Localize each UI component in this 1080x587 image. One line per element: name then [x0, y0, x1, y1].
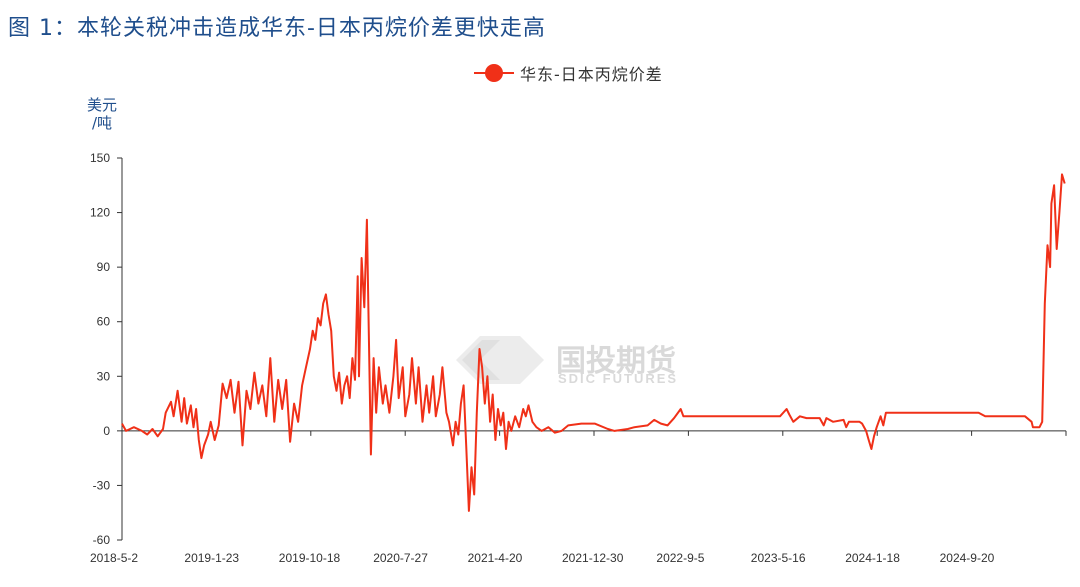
y-tick-label: 120 [90, 206, 110, 220]
watermark-cn: 国投期货 [556, 344, 676, 379]
y-axis-unit: 美元 /吨 [80, 96, 124, 132]
y-tick-label: 30 [97, 369, 111, 383]
y-tick-label: 150 [90, 151, 110, 165]
x-tick-label: 2021-12-30 [562, 551, 624, 565]
y-tick-label: 60 [97, 315, 111, 329]
y-tick-label: -30 [93, 478, 111, 492]
y-tick-label: 0 [103, 424, 110, 438]
watermark-en: SDIC FUTURES [558, 371, 678, 386]
x-tick-label: 2018-5-2 [90, 551, 138, 565]
watermark: 国投期货 SDIC FUTURES [456, 336, 678, 386]
x-tick-label: 2019-1-23 [184, 551, 239, 565]
legend-marker [474, 62, 514, 84]
chart-legend: 华东-日本丙烷价差 [474, 60, 663, 86]
x-tick-label: 2023-5-16 [751, 551, 806, 565]
chart-title: 图 1：本轮关税冲击造成华东-日本丙烷价差更快走高 [8, 16, 546, 41]
x-tick-label: 2024-1-18 [845, 551, 900, 565]
y-tick-label: 90 [97, 260, 111, 274]
x-tick-label: 2020-7-27 [373, 551, 428, 565]
x-tick-label: 2019-10-18 [279, 551, 341, 565]
y-tick-label: -60 [93, 533, 111, 547]
y-axis-unit-line2: /吨 [91, 114, 113, 132]
x-tick-label: 2024-9-20 [940, 551, 995, 565]
y-axis-unit-line1: 美元 [86, 96, 117, 114]
series-line-east-china-japan-spread [121, 173, 1066, 512]
watermark-logo-icon [456, 336, 544, 384]
tick-labels: 150 120 90 60 30 0 -30 -60 2018-5-2 2019-1-23 2019… [90, 151, 995, 565]
legend-label: 华东-日本丙烷价差 [520, 65, 663, 84]
x-tick-label: 2022-9-5 [656, 551, 704, 565]
x-tick-label: 2021-4-20 [468, 551, 523, 565]
